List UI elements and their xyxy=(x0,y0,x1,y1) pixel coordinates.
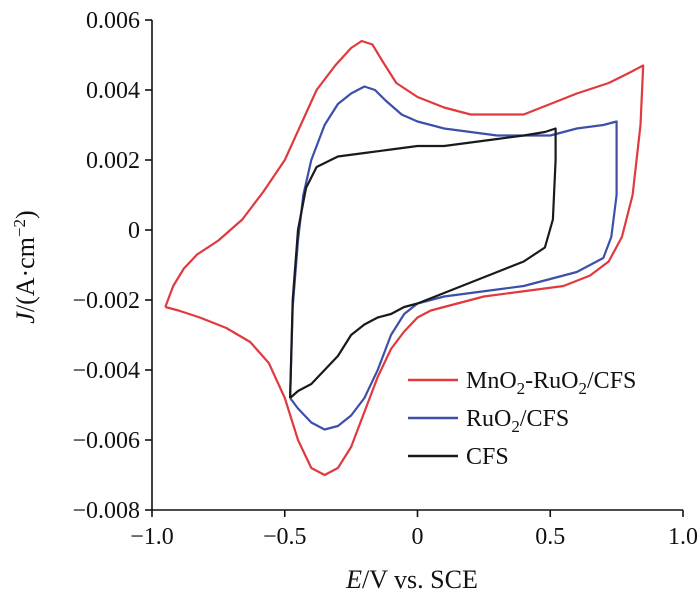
legend-label-2: CFS xyxy=(466,444,509,470)
x-axis-title: E/V vs. SCE xyxy=(345,565,478,594)
y-tick-label-1: 0.004 xyxy=(86,78,140,104)
series-line-1 xyxy=(289,85,618,431)
series-line-2 xyxy=(289,127,557,399)
y-tick-label-0: 0.006 xyxy=(86,8,140,34)
ticks-layer: −1.0 −0.5 0 0.5 1.0 0.006 0.004 0.002 0 −0.002 −0.… xyxy=(72,8,698,550)
legend: MnO2-RuO2/CFS RuO2/CFS CFS xyxy=(408,368,636,470)
y-tick-label-2: 0.002 xyxy=(86,148,140,174)
x-tick-label-3: 0.5 xyxy=(535,524,565,550)
x-tick-label-2: 0 xyxy=(412,524,424,550)
y-tick-label-3: 0 xyxy=(128,218,140,244)
x-tick-label-0: −1.0 xyxy=(130,524,174,550)
y-tick-label-4: −0.002 xyxy=(72,288,140,314)
legend-label-1: RuO2/CFS xyxy=(466,406,569,436)
legend-label-0: MnO2-RuO2/CFS xyxy=(466,368,636,398)
y-tick-label-7: −0.008 xyxy=(72,498,140,524)
series-layer xyxy=(164,39,645,477)
x-tick-label-4: 1.0 xyxy=(668,524,698,550)
y-tick-label-6: −0.006 xyxy=(72,428,140,454)
series-line-0 xyxy=(164,39,645,477)
y-tick-label-5: −0.004 xyxy=(72,358,140,384)
y-axis-title: J/(A·cm−2) xyxy=(10,210,40,323)
x-tick-label-1: −0.5 xyxy=(263,524,307,550)
